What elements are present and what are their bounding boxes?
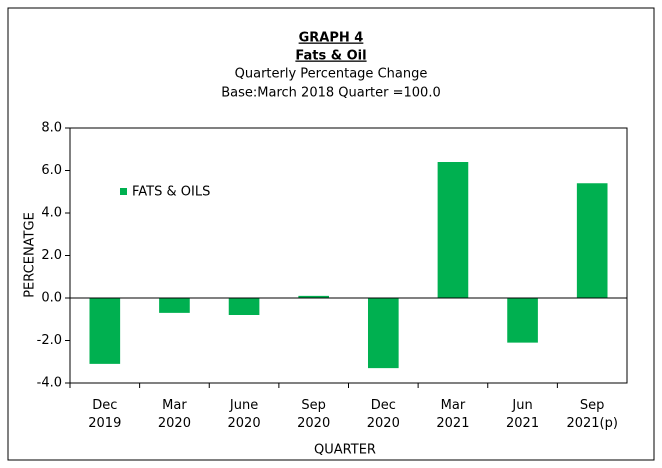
x-tick-label: Mar 2020 (158, 398, 191, 431)
chart-title: GRAPH 4 (299, 31, 364, 46)
bar (437, 162, 469, 298)
bar (367, 298, 399, 369)
chart-subtitle: Base:March 2018 Quarter =100.0 (221, 86, 440, 101)
bar (228, 298, 260, 315)
y-tick-label: -4.0 (37, 376, 62, 391)
x-axis-label: QUARTER (314, 443, 376, 458)
x-tick-label: Jun 2021 (506, 398, 539, 431)
y-tick-label: 6.0 (41, 163, 62, 178)
y-axis-label: PERCENATGE (23, 212, 38, 298)
x-tick-label: June 2020 (228, 398, 261, 431)
chart-subtitle: Fats & Oil (295, 49, 366, 64)
y-tick-label: 4.0 (41, 206, 62, 221)
bar (507, 298, 538, 343)
bar (576, 183, 608, 298)
bar (298, 295, 330, 298)
frame (7, 7, 655, 461)
x-tick-label: Mar 2021 (436, 398, 469, 431)
legend-label: FATS & OILS (132, 185, 210, 200)
bar (89, 298, 121, 364)
bar (159, 298, 190, 313)
chart-subtitle: Quarterly Percentage Change (235, 67, 428, 82)
x-tick-label: Sep 2021(p) (566, 398, 617, 431)
x-tick-label: Dec 2020 (367, 398, 400, 431)
x-tick-label: Sep 2020 (297, 398, 330, 431)
x-tick-label: Dec 2019 (88, 398, 121, 431)
y-tick-label: -2.0 (37, 333, 62, 348)
y-tick-label: 0.0 (41, 291, 62, 306)
y-tick-label: 8.0 (41, 121, 62, 136)
y-tick-label: 2.0 (41, 248, 62, 263)
legend-swatch (120, 188, 127, 195)
